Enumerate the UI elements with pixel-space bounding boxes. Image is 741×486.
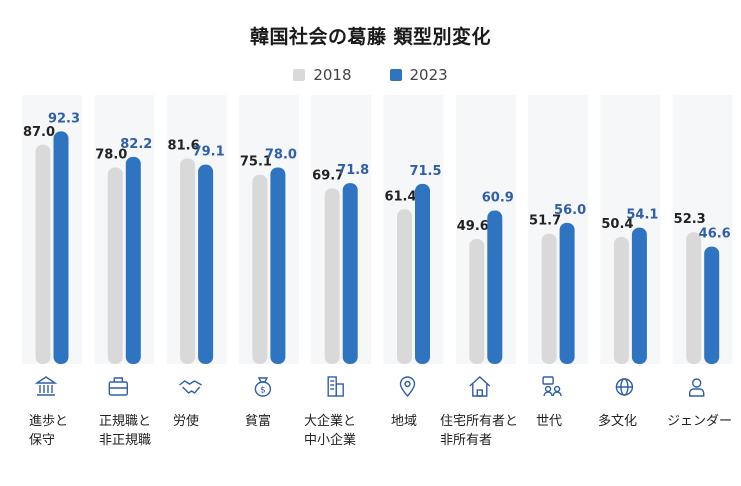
- bar-2023-7: [559, 222, 575, 364]
- data-label-2023-3: 78.0: [265, 147, 297, 162]
- legend: 2018 2023: [0, 66, 741, 84]
- data-label-2023-5: 71.5: [409, 164, 441, 179]
- legend-label-2023: 2023: [409, 66, 448, 84]
- category-label: 地域: [391, 414, 418, 429]
- bar-2023-2: [198, 164, 214, 364]
- bar-2018-6: [469, 239, 485, 364]
- category-background: [22, 95, 82, 364]
- bar-2023-0: [53, 131, 69, 364]
- category-background: [311, 95, 372, 364]
- bar-2018-4: [324, 188, 340, 364]
- legend-label-2018: 2018: [313, 66, 352, 84]
- data-label-2023-6: 60.9: [482, 191, 514, 206]
- legend-item-2018: 2018: [293, 66, 352, 84]
- svg-text:$: $: [260, 386, 266, 396]
- category-background: [672, 95, 733, 364]
- money-bag-icon: $: [254, 377, 272, 397]
- bar-2023-3: [270, 167, 286, 364]
- category-label: 労使: [173, 414, 200, 429]
- category-background: [94, 95, 155, 364]
- data-label-2023-8: 54.1: [626, 208, 658, 223]
- bar-2023-8: [631, 227, 647, 364]
- category-label: 貧富: [245, 414, 272, 429]
- bar-2018-1: [107, 167, 123, 364]
- bar-2018-3: [252, 174, 268, 364]
- data-label-2018-3: 75.1: [240, 155, 272, 170]
- bar-2023-5: [415, 183, 430, 364]
- data-label-2018-8: 50.4: [601, 217, 633, 232]
- category-background: [383, 95, 444, 364]
- category-label: 正規職と 非正規職: [99, 414, 152, 448]
- data-label-2023-0: 92.3: [48, 111, 80, 126]
- legend-swatch-2023: [389, 69, 402, 81]
- data-label-2023-4: 71.8: [337, 163, 369, 178]
- category-background: [166, 95, 227, 364]
- bar-2023-9: [704, 246, 720, 364]
- bar-2018-2: [180, 158, 196, 364]
- category-label: 住宅所有者と 非所有者: [440, 414, 519, 448]
- house-icon: [469, 376, 491, 397]
- data-label-2018-0: 87.0: [23, 125, 55, 140]
- globe-icon: [615, 378, 634, 396]
- data-label-2018-6: 49.6: [457, 219, 489, 234]
- category-label: 多文化: [598, 414, 638, 429]
- category-background: [528, 95, 589, 364]
- data-label-2018-1: 78.0: [95, 147, 127, 162]
- data-label-2018-5: 61.4: [384, 189, 416, 204]
- bank-icon: [34, 376, 58, 396]
- category-label: 進歩と 保守: [29, 414, 69, 448]
- handshake-icon: [179, 380, 202, 394]
- building-icon: [327, 376, 344, 397]
- bar-2023-4: [342, 183, 358, 364]
- briefcase-icon: [108, 377, 129, 396]
- chart-title: 韓国社会の葛藤 類型別変化: [249, 26, 492, 48]
- data-label-2023-1: 82.2: [120, 137, 152, 152]
- data-label-2018-4: 69.7: [312, 168, 344, 183]
- generation-icon: [542, 376, 562, 397]
- category-background: [600, 95, 661, 364]
- bar-2018-5: [397, 209, 412, 364]
- data-label-2018-7: 51.7: [529, 214, 561, 229]
- legend-swatch-2018: [293, 69, 306, 81]
- person-icon: [689, 378, 705, 397]
- bar-2018-9: [686, 232, 702, 364]
- legend-item-2023: 2023: [389, 66, 448, 84]
- data-label-2023-7: 56.0: [554, 203, 586, 218]
- data-label-2023-2: 79.1: [193, 145, 225, 160]
- category-background: [238, 95, 299, 364]
- category-background: [455, 95, 516, 364]
- data-label-2018-2: 81.6: [168, 138, 200, 153]
- category-label: ジェンダー: [667, 414, 733, 429]
- category-label: 世代: [536, 414, 563, 429]
- bar-2018-7: [541, 233, 557, 364]
- bar-2023-1: [125, 156, 141, 364]
- bar-2018-0: [35, 144, 51, 364]
- data-label-2023-9: 46.6: [699, 227, 731, 242]
- category-label: 大企業と 中小企業: [304, 414, 357, 448]
- bar-2018-8: [613, 236, 629, 364]
- location-pin-icon: [399, 376, 416, 398]
- data-label-2018-9: 52.3: [674, 212, 706, 227]
- bar-2023-6: [487, 210, 503, 364]
